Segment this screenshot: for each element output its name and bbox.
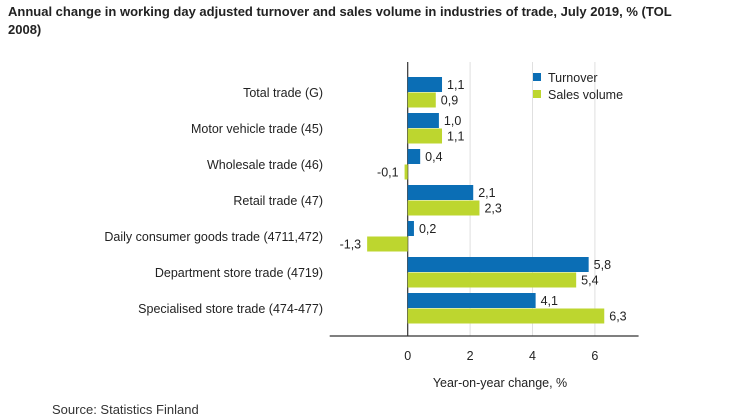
bar-sales-volume [407, 308, 605, 324]
category-label: Specialised store trade (474-477) [138, 302, 323, 316]
bar-sales-volume [407, 92, 436, 108]
bar-sales-volume [407, 128, 443, 144]
data-label: 0,9 [441, 94, 458, 108]
category-label: Motor vehicle trade (45) [191, 122, 323, 136]
x-tick-label: 6 [591, 349, 598, 363]
bar-turnover [407, 293, 536, 308]
category-label: Retail trade (47) [233, 194, 323, 208]
bar-sales-volume [404, 164, 408, 180]
bar-turnover [407, 149, 421, 164]
data-label: 1,1 [447, 130, 464, 144]
data-label: 0,4 [425, 150, 442, 164]
data-label: -0,1 [377, 166, 399, 180]
bar-turnover [407, 257, 589, 272]
legend-swatch [533, 73, 541, 81]
data-label: 5,8 [594, 258, 611, 272]
x-tick-label: 2 [467, 349, 474, 363]
bar-turnover [407, 185, 474, 200]
category-label: Department store trade (4719) [155, 266, 323, 280]
category-label: Wholesale trade (46) [207, 158, 323, 172]
data-label: 1,0 [444, 114, 461, 128]
category-label: Daily consumer goods trade (4711,472) [104, 230, 323, 244]
legend-swatch [533, 90, 541, 98]
data-label: -1,3 [340, 238, 362, 252]
data-label: 2,1 [478, 186, 495, 200]
bar-sales-volume [407, 200, 480, 216]
x-axis-label: Year-on-year change, % [433, 376, 567, 390]
x-tick-label: 0 [404, 349, 411, 363]
data-label: 6,3 [609, 310, 626, 324]
data-label: 1,1 [447, 78, 464, 92]
data-label: 5,4 [581, 274, 598, 288]
bar-turnover [407, 113, 439, 128]
data-label: 4,1 [541, 294, 558, 308]
bar-sales-volume [367, 236, 408, 252]
x-tick-label: 4 [529, 349, 536, 363]
category-label: Total trade (G) [243, 86, 323, 100]
legend-label: Turnover [548, 71, 598, 85]
data-label: 2,3 [484, 202, 501, 216]
data-label: 0,2 [419, 222, 436, 236]
bar-sales-volume [407, 272, 577, 288]
bar-turnover [407, 221, 414, 236]
bar-turnover [407, 77, 443, 92]
chart-title: Annual change in working day adjusted tu… [8, 4, 672, 37]
source-note: Source: Statistics Finland [52, 402, 199, 417]
legend-label: Sales volume [548, 88, 623, 102]
